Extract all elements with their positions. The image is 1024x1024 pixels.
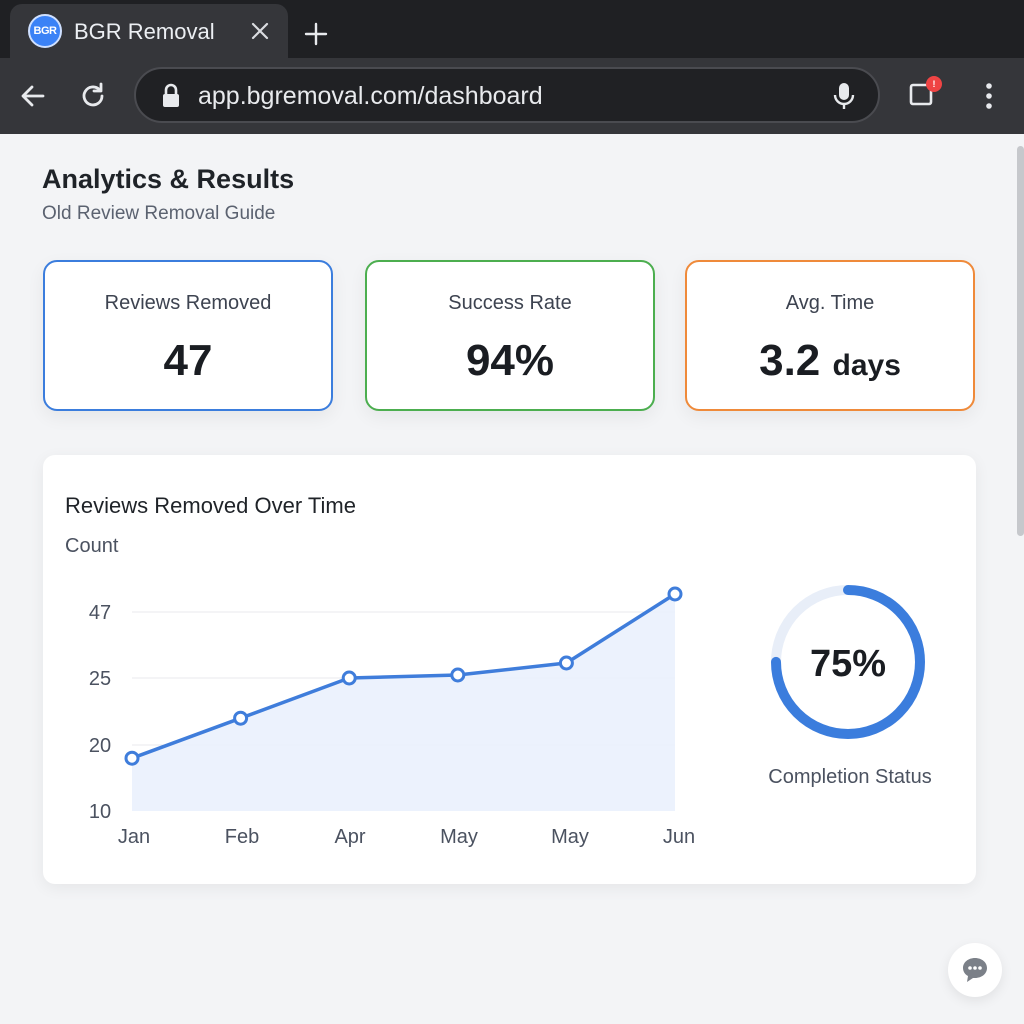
data-point	[558, 655, 574, 671]
donut-progress	[771, 585, 925, 739]
x-tick-label: Feb	[225, 826, 259, 848]
stat-unit: days	[832, 349, 901, 382]
page-title: Analytics & Results	[42, 164, 295, 194]
tab-title: BGR Removal	[74, 19, 215, 44]
browser-tab[interactable]: BGR BGR Removal	[10, 4, 288, 58]
y-tick-label: 47	[89, 602, 111, 624]
stat-label: Reviews Removed	[104, 292, 272, 314]
notification-badge: !	[926, 76, 942, 92]
browser-tab-strip: BGR BGR Removal	[0, 0, 1024, 58]
data-point	[450, 667, 466, 683]
data-point	[341, 670, 357, 686]
lock-icon	[160, 83, 182, 114]
chart-card: Reviews Removed Over Time Count 10 20 25 47…	[43, 455, 976, 884]
stat-card-reviews-removed: Reviews Removed 47	[43, 260, 333, 411]
url-text[interactable]: app.bgremoval.com/dashboard	[198, 82, 543, 110]
chart-title: Reviews Removed Over Time	[65, 493, 356, 518]
page-subtitle: Old Review Removal Guide	[42, 203, 276, 224]
data-point	[124, 750, 140, 766]
donut-label: Completion Status	[768, 766, 931, 788]
close-icon[interactable]	[248, 19, 272, 43]
area-fill	[132, 594, 675, 811]
stat-label: Avg. Time	[785, 292, 875, 314]
chat-button[interactable]	[948, 943, 1002, 997]
reload-icon[interactable]	[75, 78, 111, 114]
arrow-left-icon[interactable]	[15, 78, 51, 114]
data-point	[233, 710, 249, 726]
stat-label: Success Rate	[448, 292, 572, 314]
stat-value: 94%	[465, 336, 555, 385]
x-tick-label: Jun	[663, 826, 695, 848]
x-tick-label: Apr	[334, 826, 365, 848]
data-point	[667, 586, 683, 602]
donut-percentage: 75%	[810, 643, 886, 685]
y-tick-label: 10	[89, 801, 111, 823]
microphone-icon[interactable]	[832, 81, 856, 116]
y-tick-label: 25	[89, 668, 111, 690]
stat-value: 47	[163, 336, 213, 385]
browser-toolbar: app.bgremoval.com/dashboard !	[0, 58, 1024, 134]
y-tick-label: 20	[89, 735, 111, 757]
x-tick-label: Jan	[118, 826, 150, 848]
line-chart: 10 20 25 47 Jan Feb Apr May May Jun 75% Completion …	[89, 585, 932, 848]
extension-button[interactable]: !	[906, 76, 942, 114]
y-axis-label: Count	[65, 535, 119, 557]
address-bar[interactable]: app.bgremoval.com/dashboard	[134, 67, 880, 123]
x-tick-label: May	[551, 826, 589, 848]
extension-icon	[909, 83, 933, 106]
plus-icon[interactable]	[300, 18, 332, 50]
x-tick-label: May	[440, 826, 478, 848]
stat-value: 3.2 days	[759, 336, 901, 385]
stat-card-success-rate: Success Rate 94%	[365, 260, 655, 411]
page-scrollbar[interactable]	[1017, 146, 1024, 536]
kebab-menu-icon[interactable]	[974, 78, 1004, 114]
stat-card-avg-time: Avg. Time 3.2 days	[685, 260, 975, 411]
series-line	[130, 592, 677, 760]
chat-bubble-icon	[963, 958, 987, 982]
bgr-logo-icon: BGR	[28, 14, 62, 48]
